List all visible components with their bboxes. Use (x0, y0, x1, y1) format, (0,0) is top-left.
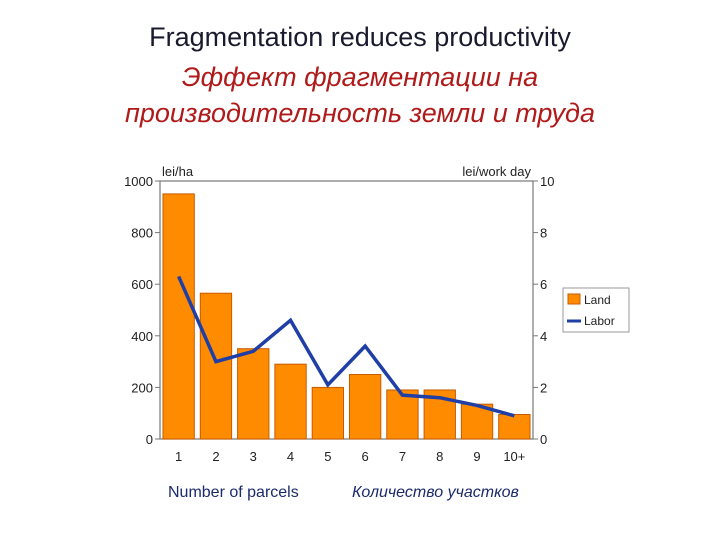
x-axis-tick-label: 3 (250, 449, 257, 464)
left-axis-tick-label: 400 (131, 329, 153, 344)
left-axis-tick-label: 800 (131, 226, 153, 241)
chart-title-russian-line2: производительность земли и труда (125, 98, 595, 128)
right-axis-unit-label: lei/work day (462, 164, 531, 179)
right-axis-tick-label: 0 (540, 432, 547, 447)
x-axis-tick-label: 2 (212, 449, 219, 464)
left-axis-tick-label: 200 (131, 380, 153, 395)
left-axis-tick-label: 0 (146, 432, 153, 447)
x-axis-label-russian: Количество участков (352, 484, 519, 501)
land-bar (162, 193, 195, 440)
x-axis-tick-label: 7 (399, 449, 406, 464)
chart-title-russian-line1: Эффект фрагментации на (181, 62, 539, 92)
left-axis-tick-label: 1000 (124, 174, 153, 189)
right-axis-tick-label: 4 (540, 329, 547, 344)
x-axis-tick-label: 6 (362, 449, 369, 464)
right-axis-tick-label: 8 (540, 226, 547, 241)
right-axis-tick-label: 2 (540, 380, 547, 395)
chart-title-russian: Эффект фрагментации на производительност… (0, 59, 720, 131)
x-axis-tick-label: 10+ (503, 449, 525, 464)
land-bar (386, 389, 419, 440)
x-axis-tick-label: 8 (436, 449, 443, 464)
labor-line (177, 275, 515, 418)
legend-land-swatch (567, 293, 581, 305)
land-bar (199, 292, 233, 440)
x-axis-tick-label: 1 (175, 449, 182, 464)
right-axis-tick-label: 6 (540, 277, 547, 292)
land-bar (237, 348, 270, 440)
land-bar (348, 374, 382, 440)
right-axis-tick-label: 10 (540, 174, 554, 189)
x-axis-tick-label: 5 (324, 449, 331, 464)
x-axis-tick-label: 4 (287, 449, 294, 464)
land-bar (274, 363, 307, 440)
x-axis-tick-label: 9 (473, 449, 480, 464)
land-bar (311, 386, 345, 440)
left-axis-tick-label: 600 (131, 277, 153, 292)
legend-labor-label: Labor (584, 314, 615, 328)
chart-title-english: Fragmentation reduces productivity (149, 22, 571, 52)
left-axis-unit-label: lei/ha (162, 164, 194, 179)
x-axis-label-english: Number of parcels (168, 484, 299, 501)
land-bar (498, 413, 531, 440)
legend-land-label: Land (584, 293, 611, 307)
